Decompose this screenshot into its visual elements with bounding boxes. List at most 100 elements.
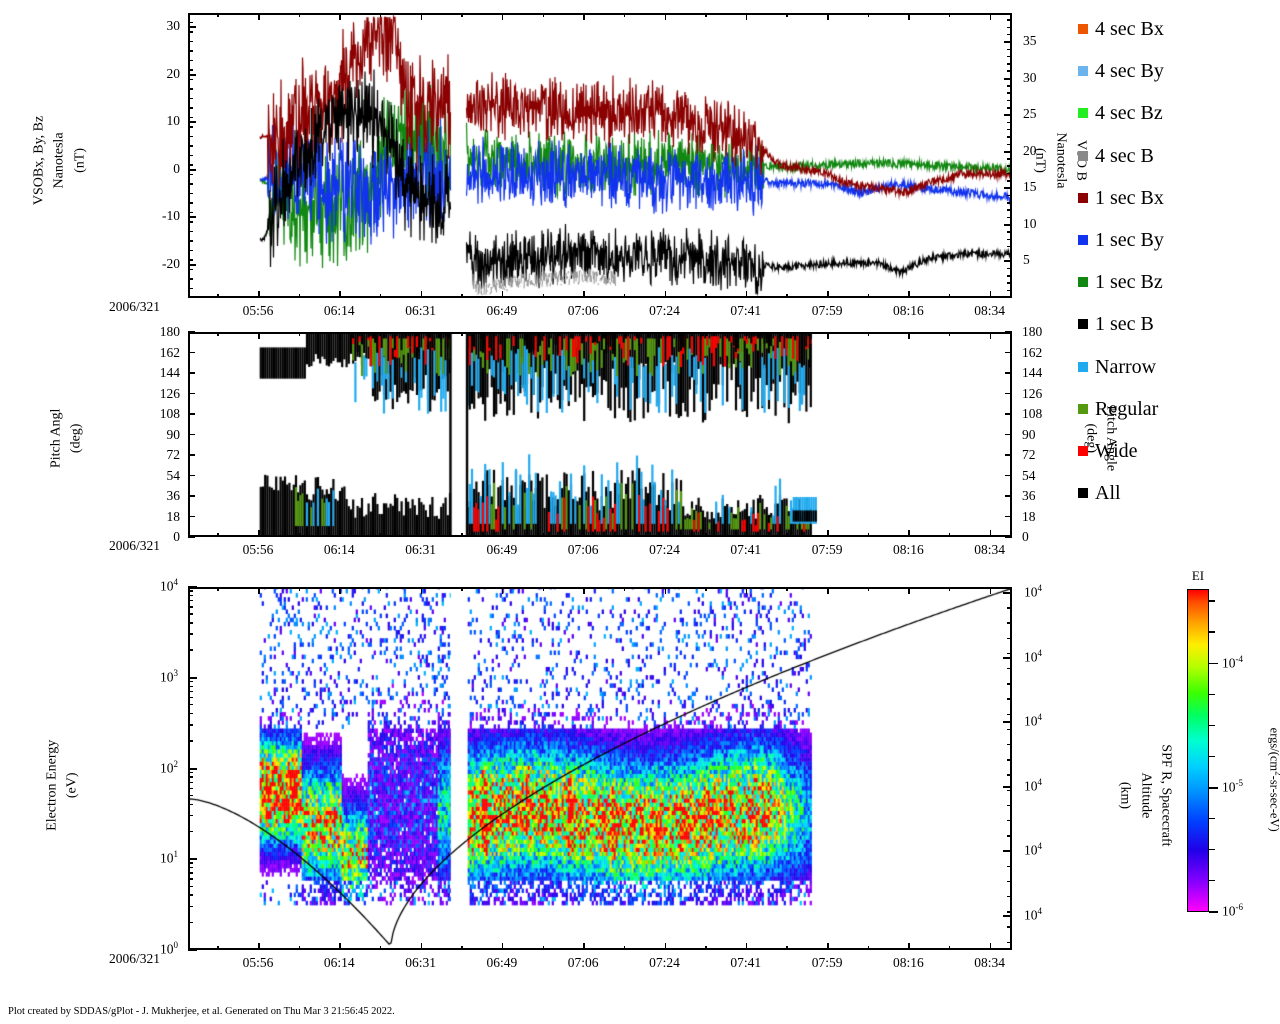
tick-label: 06:49	[486, 303, 518, 318]
axis-tick	[1003, 850, 1012, 852]
tick-label: 104	[160, 577, 178, 594]
axis-tick	[188, 949, 197, 951]
tick-label: 06:49	[486, 955, 518, 970]
legend-swatch-icon	[1078, 192, 1088, 203]
axis-tick	[379, 533, 382, 537]
tick-label: 162	[1022, 344, 1043, 360]
legend-item-regular[interactable]: Regular	[1078, 388, 1278, 430]
axis-tick	[989, 943, 992, 950]
axis-tick	[786, 332, 788, 336]
axis-tick	[1005, 495, 1012, 497]
legend-item-all[interactable]: All	[1078, 472, 1278, 514]
tick-label: 126	[159, 385, 180, 401]
tick-label: 104	[1024, 712, 1042, 729]
axis-tick	[827, 587, 829, 594]
axis-tick	[339, 587, 341, 594]
axis-tick	[217, 946, 219, 950]
legend-item-4-sec-bx[interactable]: 4 sec Bx	[1078, 8, 1278, 50]
tick-label: 103	[160, 667, 178, 685]
axis-tick	[1209, 724, 1215, 727]
axis-tick	[1004, 223, 1012, 226]
axis-tick	[827, 13, 829, 20]
axis-tick	[188, 40, 193, 42]
axis-tick	[188, 696, 193, 699]
legend-swatch-icon	[1078, 319, 1088, 330]
tick-label: 07:24	[649, 303, 680, 318]
legend-item-4-sec-by[interactable]: 4 sec By	[1078, 50, 1278, 92]
axis-tick	[1007, 26, 1012, 29]
axis-tick	[188, 173, 193, 175]
legend-item-1-sec-bx[interactable]: 1 sec Bx	[1078, 177, 1278, 219]
panel1-left-axis-title: VSOBx, By, Bz Nanotesla (nT)	[31, 115, 88, 206]
legend-item-4-sec-b[interactable]: 4 sec B	[1078, 135, 1278, 177]
tick-label: 06:14	[323, 542, 355, 557]
legend-label: 4 sec Bx	[1095, 18, 1164, 41]
axis-tick	[623, 533, 626, 537]
axis-tick	[188, 600, 193, 602]
tick-label: 72	[1022, 447, 1036, 462]
axis-tick	[1005, 474, 1012, 477]
axis-tick	[188, 192, 193, 194]
axis-tick	[188, 495, 195, 497]
axis-tick	[188, 216, 196, 219]
axis-tick	[501, 291, 504, 298]
axis-tick	[188, 351, 195, 354]
colorbar-units-label: ergs/(cm2-sr-sec-eV)	[1265, 680, 1280, 880]
axis-tick	[188, 878, 193, 880]
legend-label: 1 sec Bz	[1095, 271, 1163, 294]
axis-tick	[217, 13, 219, 17]
axis-tick	[867, 332, 870, 336]
tick-label: 18	[1022, 508, 1036, 524]
panel3-left-axis-title: Electron Energy (eV)	[44, 739, 80, 831]
axis-tick	[461, 332, 463, 336]
tick-label: 162	[159, 344, 180, 360]
axis-tick	[1007, 926, 1012, 928]
tick-label: 104	[1024, 583, 1042, 600]
legend-item-1-sec-b[interactable]: 1 sec B	[1078, 303, 1278, 345]
axis-tick	[217, 587, 219, 591]
axis-tick	[949, 332, 951, 336]
panel2-left-axis-title: Pitch Angl (deg)	[48, 408, 84, 469]
axis-tick	[461, 946, 463, 950]
legend-item-1-sec-bz[interactable]: 1 sec Bz	[1078, 261, 1278, 303]
axis-tick	[1209, 600, 1215, 602]
axis-tick	[188, 135, 193, 137]
axis-tick	[1007, 63, 1012, 65]
legend-label: 1 sec By	[1095, 229, 1164, 252]
axis-tick	[188, 867, 193, 869]
axis-tick	[501, 13, 504, 20]
axis-tick	[664, 943, 667, 950]
tick-label: 0	[1022, 529, 1029, 544]
axis-tick	[217, 294, 219, 298]
axis-tick	[908, 943, 910, 950]
axis-tick	[188, 211, 193, 213]
axis-tick	[664, 530, 667, 537]
panel3-date-label: 2006/321	[108, 951, 160, 966]
axis-tick	[188, 26, 196, 29]
axis-tick	[786, 294, 788, 298]
axis-tick	[188, 830, 193, 833]
legend-item-narrow[interactable]: Narrow	[1078, 346, 1278, 388]
axis-tick	[745, 291, 748, 298]
legend-item-4-sec-bz[interactable]: 4 sec Bz	[1078, 92, 1278, 134]
axis-tick	[188, 606, 193, 608]
axis-tick	[1007, 238, 1012, 241]
legend-label: 4 sec Bz	[1095, 102, 1163, 125]
axis-tick	[705, 587, 707, 591]
axis-tick	[339, 291, 341, 298]
axis-tick	[298, 294, 301, 298]
axis-tick	[188, 690, 193, 693]
tick-label: 126	[1022, 385, 1043, 401]
axis-tick	[1007, 92, 1012, 94]
axis-tick	[1007, 713, 1012, 715]
colorbar-units-text: ergs/(cm2-sr-sec-eV)	[1267, 727, 1280, 832]
axis-tick	[188, 88, 193, 90]
axis-tick	[1007, 85, 1012, 87]
axis-tick	[1209, 631, 1215, 633]
legend-item-wide[interactable]: Wide	[1078, 430, 1278, 472]
tick-label: 72	[166, 447, 181, 462]
legend-item-1-sec-by[interactable]: 1 sec By	[1078, 219, 1278, 261]
axis-tick	[379, 332, 382, 336]
axis-tick	[1004, 77, 1012, 80]
axis-tick	[1007, 668, 1012, 670]
